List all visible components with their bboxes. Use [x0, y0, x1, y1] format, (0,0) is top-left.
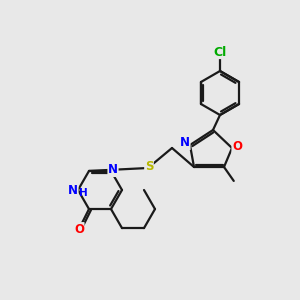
- Text: O: O: [232, 140, 242, 152]
- Text: N: N: [68, 184, 78, 196]
- Text: H: H: [79, 188, 87, 198]
- Text: O: O: [74, 223, 84, 236]
- Text: N: N: [180, 136, 190, 149]
- Text: Cl: Cl: [213, 46, 226, 59]
- Text: N: N: [108, 164, 118, 176]
- Text: S: S: [145, 160, 153, 173]
